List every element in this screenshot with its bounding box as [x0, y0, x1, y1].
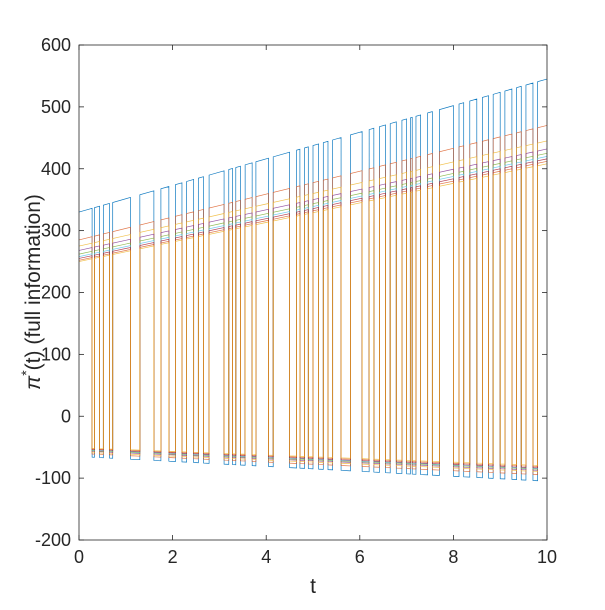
series-line [78, 163, 548, 466]
x-axis-label: t [310, 575, 316, 598]
y-axis-ticks: -200 -100 0 100 200 300 400 500 600 [35, 35, 547, 550]
x-tick-label: 2 [168, 547, 178, 567]
y-tick-label: 0 [61, 406, 71, 426]
x-tick-label: 0 [74, 547, 84, 567]
x-axis-ticks: 0 2 4 6 8 10 [74, 45, 557, 567]
series-line [78, 158, 548, 469]
y-axis-label: π*(t) (full information) [18, 194, 45, 390]
series-line [78, 125, 548, 475]
y-tick-label: 400 [41, 159, 71, 179]
series-line [78, 160, 548, 467]
y-tick-label: 500 [41, 97, 71, 117]
y-axis-label-sup: * [18, 370, 34, 376]
x-tick-label: 6 [355, 547, 365, 567]
y-tick-label: -100 [35, 468, 71, 488]
series-line [78, 78, 548, 482]
y-axis-label-rest: (t) (full information) [22, 194, 45, 370]
y-tick-label: 200 [41, 283, 71, 303]
series-line [78, 152, 548, 470]
series-line [78, 156, 548, 469]
series-layer [78, 78, 548, 482]
y-tick-label: -200 [35, 530, 71, 550]
x-tick-label: 8 [448, 547, 458, 567]
y-axis-label-base: π [22, 375, 45, 390]
y-tick-label: 100 [41, 344, 71, 364]
x-tick-label: 10 [537, 547, 557, 567]
x-tick-label: 4 [261, 547, 271, 567]
series-line [78, 140, 548, 472]
y-tick-label: 300 [41, 221, 71, 241]
series-line [78, 148, 548, 471]
y-tick-label: 600 [41, 35, 71, 55]
